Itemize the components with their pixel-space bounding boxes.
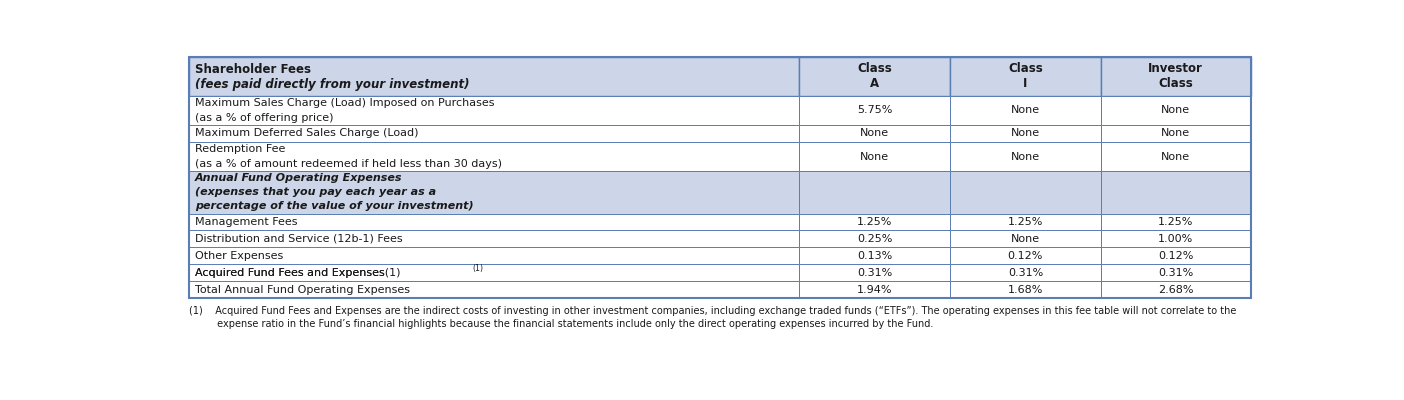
Bar <box>188 171 799 214</box>
Bar <box>799 214 951 230</box>
Bar <box>1101 264 1251 281</box>
Text: None: None <box>1011 152 1040 162</box>
Text: Distribution and Service (12b-1) Fees: Distribution and Service (12b-1) Fees <box>195 234 403 244</box>
Text: 1.25%: 1.25% <box>856 217 893 227</box>
Text: 0.13%: 0.13% <box>856 251 892 261</box>
Bar <box>188 142 799 171</box>
Text: expense ratio in the Fund’s financial highlights because the financial statement: expense ratio in the Fund’s financial hi… <box>188 319 932 329</box>
Text: Class
A: Class A <box>858 62 892 90</box>
Bar <box>799 171 951 214</box>
Bar <box>799 230 951 248</box>
Text: 0.31%: 0.31% <box>856 268 892 278</box>
Bar <box>188 57 799 96</box>
Bar <box>951 96 1101 125</box>
Text: 2.68%: 2.68% <box>1158 285 1193 295</box>
Bar <box>951 281 1101 298</box>
Text: 1.68%: 1.68% <box>1008 285 1043 295</box>
Bar <box>188 281 799 298</box>
Bar <box>799 248 951 264</box>
Text: Maximum Sales Charge (Load) Imposed on Purchases: Maximum Sales Charge (Load) Imposed on P… <box>195 98 494 108</box>
Text: (as a % of offering price): (as a % of offering price) <box>195 113 334 123</box>
Bar <box>188 57 1251 298</box>
Text: Redemption Fee: Redemption Fee <box>195 144 285 154</box>
Text: Total Annual Fund Operating Expenses: Total Annual Fund Operating Expenses <box>195 285 410 295</box>
Text: 1.00%: 1.00% <box>1158 234 1193 244</box>
Text: Acquired Fund Fees and Expenses(1): Acquired Fund Fees and Expenses(1) <box>195 268 400 278</box>
Bar <box>188 248 799 264</box>
Text: 0.12%: 0.12% <box>1008 251 1043 261</box>
Text: Other Expenses: Other Expenses <box>195 251 284 261</box>
Bar <box>1101 230 1251 248</box>
Text: None: None <box>861 128 889 138</box>
Text: 5.75%: 5.75% <box>856 105 893 115</box>
Bar <box>799 281 951 298</box>
Bar <box>188 214 799 230</box>
Bar <box>1101 281 1251 298</box>
Bar <box>1101 171 1251 214</box>
Bar <box>799 142 951 171</box>
Text: 1.94%: 1.94% <box>856 285 893 295</box>
Text: Management Fees: Management Fees <box>195 217 298 227</box>
Bar <box>951 57 1101 96</box>
Bar <box>799 125 951 142</box>
Bar <box>951 125 1101 142</box>
Text: None: None <box>861 152 889 162</box>
Bar <box>799 57 951 96</box>
Text: 1.25%: 1.25% <box>1008 217 1043 227</box>
Bar <box>799 264 951 281</box>
Text: Class
I: Class I <box>1008 62 1043 90</box>
Bar <box>951 264 1101 281</box>
Bar <box>951 142 1101 171</box>
Text: 0.12%: 0.12% <box>1158 251 1193 261</box>
Bar <box>1101 125 1251 142</box>
Bar <box>188 125 799 142</box>
Text: (fees paid directly from your investment): (fees paid directly from your investment… <box>195 78 469 91</box>
Text: None: None <box>1011 128 1040 138</box>
Text: None: None <box>1161 105 1191 115</box>
Text: None: None <box>1011 105 1040 115</box>
Text: 0.31%: 0.31% <box>1158 268 1193 278</box>
Bar <box>951 171 1101 214</box>
Bar <box>799 96 951 125</box>
Text: (expenses that you pay each year as a: (expenses that you pay each year as a <box>195 187 437 197</box>
Text: 0.25%: 0.25% <box>856 234 893 244</box>
Bar <box>1101 57 1251 96</box>
Text: Shareholder Fees: Shareholder Fees <box>195 63 312 76</box>
Bar <box>1101 96 1251 125</box>
Text: None: None <box>1161 128 1191 138</box>
Bar <box>1101 214 1251 230</box>
Text: Annual Fund Operating Expenses: Annual Fund Operating Expenses <box>195 173 403 183</box>
Text: 1.25%: 1.25% <box>1158 217 1193 227</box>
Text: Investor
Class: Investor Class <box>1148 62 1203 90</box>
Bar <box>951 230 1101 248</box>
Text: None: None <box>1011 234 1040 244</box>
Bar <box>1101 248 1251 264</box>
Text: None: None <box>1161 152 1191 162</box>
Bar <box>1101 142 1251 171</box>
Text: percentage of the value of your investment): percentage of the value of your investme… <box>195 202 473 212</box>
Text: Maximum Deferred Sales Charge (Load): Maximum Deferred Sales Charge (Load) <box>195 128 418 138</box>
Bar <box>951 248 1101 264</box>
Text: (1)    Acquired Fund Fees and Expenses are the indirect costs of investing in ot: (1) Acquired Fund Fees and Expenses are … <box>188 306 1236 316</box>
Bar <box>951 214 1101 230</box>
Text: (as a % of amount redeemed if held less than 30 days): (as a % of amount redeemed if held less … <box>195 159 503 169</box>
Bar <box>188 230 799 248</box>
Text: Acquired Fund Fees and Expenses: Acquired Fund Fees and Expenses <box>195 268 385 278</box>
Bar <box>188 96 799 125</box>
Text: 0.31%: 0.31% <box>1008 268 1043 278</box>
Bar <box>188 264 799 281</box>
Text: (1): (1) <box>473 264 483 272</box>
